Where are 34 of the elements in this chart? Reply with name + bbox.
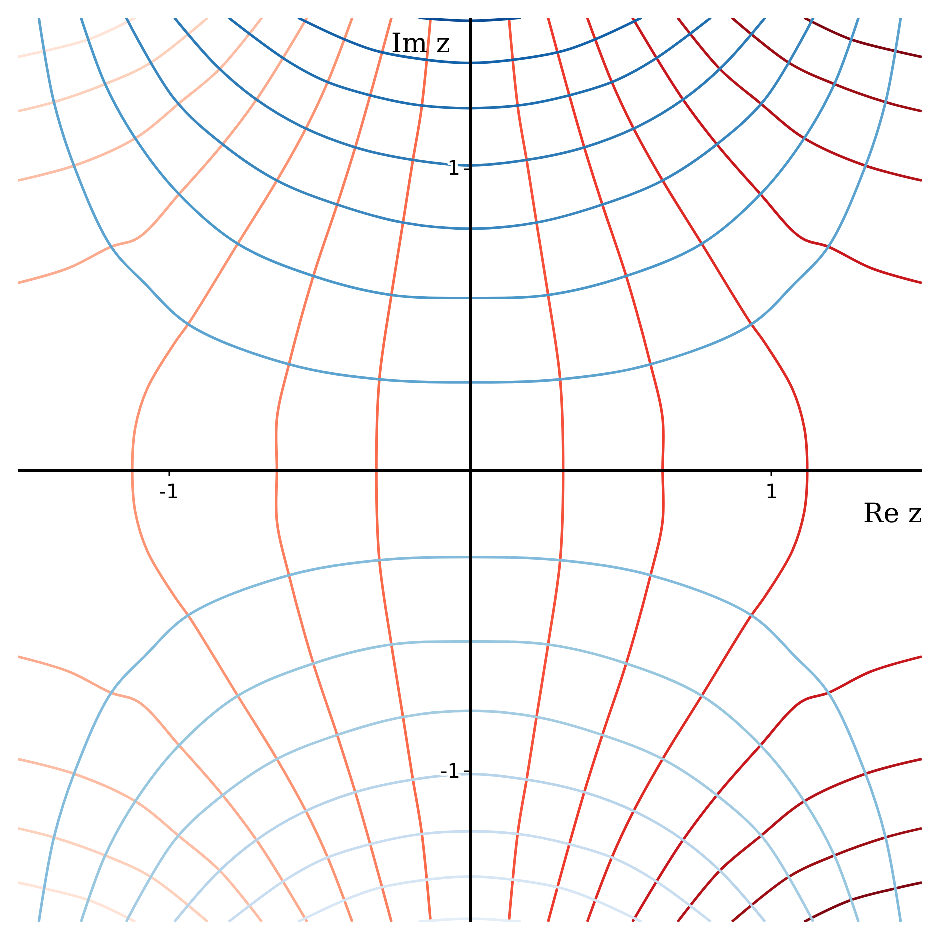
line-series bbox=[38, 18, 902, 384]
line-series bbox=[80, 18, 860, 300]
line-series bbox=[508, 18, 565, 922]
line-series bbox=[375, 18, 432, 922]
line-series bbox=[125, 18, 815, 230]
line-series bbox=[18, 18, 309, 284]
line-series bbox=[631, 656, 922, 922]
line-series bbox=[730, 827, 922, 922]
line-series bbox=[228, 830, 712, 922]
line-series bbox=[131, 18, 354, 922]
line-series bbox=[296, 18, 644, 64]
line-series bbox=[18, 18, 264, 182]
line-series bbox=[631, 18, 922, 284]
line-series bbox=[676, 18, 922, 182]
line-series bbox=[18, 758, 264, 922]
line-series bbox=[18, 656, 309, 922]
x-axis-title: Re z bbox=[863, 498, 922, 530]
line-series bbox=[18, 18, 137, 58]
line-series bbox=[676, 758, 922, 922]
line-series bbox=[275, 18, 393, 922]
line-series bbox=[803, 882, 922, 922]
line-series bbox=[296, 876, 644, 922]
line-series bbox=[586, 18, 809, 922]
line-series bbox=[18, 827, 210, 922]
line-series bbox=[803, 18, 922, 58]
line-series bbox=[18, 882, 137, 922]
line-series bbox=[730, 18, 922, 113]
line-series bbox=[547, 18, 665, 922]
line-series bbox=[18, 18, 210, 113]
line-series bbox=[38, 556, 902, 922]
line-series bbox=[80, 640, 860, 922]
line-series bbox=[125, 710, 815, 922]
y-axis-title: Im z bbox=[391, 28, 450, 60]
line-series bbox=[228, 18, 712, 110]
